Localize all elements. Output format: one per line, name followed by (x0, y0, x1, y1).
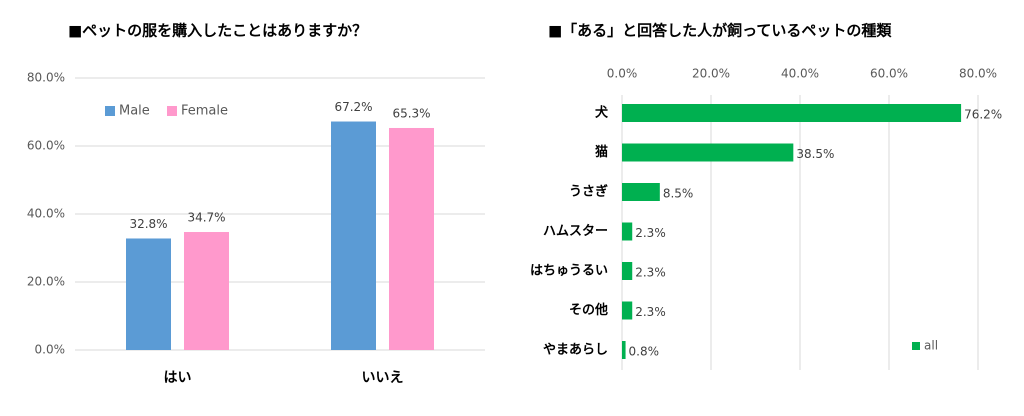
value-label: 65.3% (392, 106, 430, 120)
y-tick-label: やまあらし (543, 343, 608, 358)
bar (389, 127, 434, 350)
bar (184, 232, 229, 350)
value-label: 76.2% (964, 108, 1002, 122)
legend-label: all (924, 339, 938, 353)
bar (622, 143, 794, 162)
value-label: 38.5% (796, 147, 834, 161)
y-tick-label: 40.0% (27, 207, 65, 221)
x-tick-label: 0.0% (607, 67, 638, 81)
chart-title: ■ペットの服を購入したことはありますか？ (68, 22, 367, 40)
y-tick-label: ハムスター (543, 224, 608, 239)
y-tick-label: 0.0% (35, 343, 66, 357)
value-label: 0.8% (629, 345, 660, 359)
y-tick-label: うさぎ (569, 184, 608, 200)
value-label: 8.5% (663, 187, 694, 201)
bar (622, 104, 962, 122)
chart-title: ■「ある」と回答した人が飼っているペットの種類 (548, 22, 892, 40)
y-tick-label: その他 (569, 302, 608, 318)
legend-label: Male (119, 104, 150, 119)
value-label: 2.3% (635, 226, 666, 240)
x-tick-label: 80.0% (959, 67, 997, 81)
value-label: 67.2% (334, 100, 372, 114)
y-tick-label: はちゅうるい (530, 264, 608, 279)
bar (622, 222, 633, 241)
bar (126, 238, 171, 350)
bar (622, 183, 660, 201)
x-tick-label: 40.0% (781, 67, 819, 81)
x-tick-label: いいえ (362, 370, 404, 386)
bar (622, 262, 633, 280)
y-tick-label: 20.0% (27, 275, 65, 289)
value-label: 2.3% (635, 266, 666, 280)
x-tick-label: はい (164, 370, 192, 386)
legend-swatch (912, 342, 920, 350)
value-label: 2.3% (635, 305, 666, 319)
y-tick-label: 60.0% (27, 139, 65, 153)
y-tick-label: 猫 (595, 144, 608, 160)
bar (622, 301, 633, 320)
bar (622, 341, 626, 359)
y-tick-label: 犬 (595, 105, 609, 121)
x-tick-label: 20.0% (692, 67, 730, 81)
y-tick-label: 80.0% (27, 71, 65, 85)
legend-label: Female (181, 104, 228, 119)
legend-swatch (105, 106, 115, 116)
x-tick-label: 60.0% (870, 67, 908, 81)
legend-swatch (167, 106, 177, 116)
bar (331, 121, 376, 351)
value-label: 34.7% (187, 211, 225, 225)
value-label: 32.8% (129, 217, 167, 231)
